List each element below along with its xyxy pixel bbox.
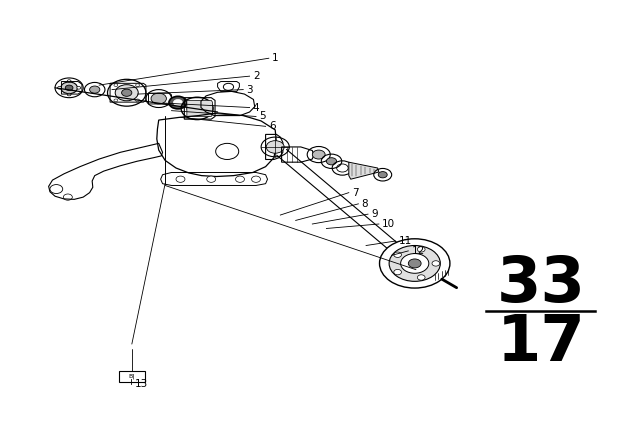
Circle shape	[378, 172, 387, 178]
Circle shape	[187, 101, 207, 116]
Polygon shape	[349, 162, 379, 179]
Circle shape	[67, 80, 71, 82]
Circle shape	[115, 85, 138, 101]
Circle shape	[326, 158, 337, 165]
Circle shape	[394, 269, 401, 275]
Circle shape	[266, 141, 284, 153]
Circle shape	[169, 96, 187, 109]
Text: 9: 9	[371, 209, 378, 219]
Text: 4: 4	[253, 103, 259, 112]
Circle shape	[90, 86, 100, 93]
Circle shape	[58, 86, 61, 89]
Circle shape	[252, 176, 260, 182]
Circle shape	[136, 84, 140, 86]
Text: 8: 8	[362, 199, 368, 209]
Circle shape	[151, 93, 166, 104]
Text: 3: 3	[246, 85, 253, 95]
Text: 12: 12	[412, 246, 425, 256]
Text: 2: 2	[253, 71, 259, 81]
Text: 10: 10	[382, 219, 396, 229]
Circle shape	[61, 82, 77, 94]
Circle shape	[312, 150, 325, 159]
Text: 11: 11	[399, 236, 412, 246]
Polygon shape	[187, 100, 212, 116]
Circle shape	[417, 275, 425, 280]
Circle shape	[114, 99, 118, 102]
Circle shape	[176, 176, 185, 182]
FancyBboxPatch shape	[119, 371, 145, 382]
Text: B|: B|	[129, 374, 135, 379]
Circle shape	[417, 247, 425, 252]
Circle shape	[389, 246, 440, 281]
Circle shape	[136, 99, 140, 102]
Circle shape	[380, 239, 450, 288]
Circle shape	[114, 84, 118, 86]
Circle shape	[67, 93, 71, 96]
Circle shape	[65, 85, 73, 90]
Circle shape	[122, 89, 132, 96]
Text: 6: 6	[269, 121, 275, 131]
Circle shape	[207, 176, 216, 182]
Text: 1: 1	[272, 53, 278, 63]
Circle shape	[432, 261, 440, 266]
Circle shape	[236, 176, 244, 182]
Text: 13: 13	[134, 379, 148, 389]
Text: 5: 5	[259, 112, 266, 121]
Circle shape	[394, 252, 401, 258]
Circle shape	[173, 99, 182, 106]
Text: 7: 7	[352, 188, 358, 198]
Text: 33: 33	[496, 254, 586, 315]
Circle shape	[401, 254, 429, 273]
Text: 17: 17	[497, 312, 585, 374]
Circle shape	[77, 86, 81, 89]
Circle shape	[408, 259, 421, 268]
